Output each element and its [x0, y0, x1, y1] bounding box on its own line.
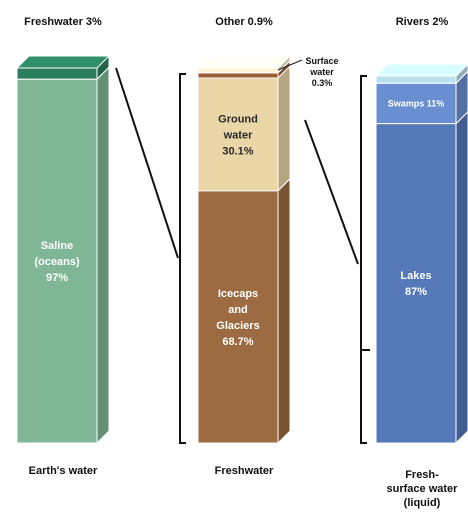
segment-side-saline-oceans: [96, 66, 110, 445]
bracket-freshwater: [179, 73, 186, 444]
bottom-label-2: Fresh-surface water (liquid): [387, 469, 459, 509]
connector-freshwater: [115, 67, 179, 259]
segment-side-lakes: [455, 111, 468, 445]
label-icecaps-and-glaciers: Icecaps and Glaciers 68.7%: [216, 288, 259, 348]
top-label-rivers: Rivers 2%: [396, 16, 449, 28]
top-label-other: Other 0.9%: [215, 16, 273, 28]
segment-top-freshwater: [15, 55, 111, 69]
label-lakes: Lakes 87%: [400, 270, 431, 298]
segment-side-ground-water: [277, 64, 291, 193]
label-swamps: Swamps 11%: [388, 99, 445, 109]
bracket-fresh-surface-water: [360, 75, 367, 444]
segment-side-swamps: [455, 70, 468, 125]
segment-icecaps-and-glaciers: [197, 190, 279, 444]
segment-top-rivers: [374, 63, 468, 77]
pointer-surface-water: [277, 59, 303, 71]
segment-other: [197, 67, 279, 74]
segment-lakes: [375, 123, 457, 444]
segment-top-other: [196, 55, 292, 69]
segment-surface-water: [197, 72, 279, 79]
side-label-surface-water: Surface water 0.3%: [305, 56, 338, 88]
label-saline-oceans: Saline (oceans) 97%: [34, 240, 80, 284]
segment-rivers: [375, 75, 457, 84]
label-ground-water: Ground water 30.1%: [218, 113, 258, 157]
bottom-label-1: Freshwater: [215, 465, 274, 477]
bottom-label-0: Earth's water: [29, 465, 98, 477]
segment-freshwater: [16, 67, 98, 80]
connector-surface-water: [304, 119, 359, 265]
segment-side-icecaps-and-glaciers: [277, 177, 291, 445]
top-label-freshwater: Freshwater 3%: [24, 16, 102, 28]
segment-saline-oceans: [16, 78, 98, 444]
segment-ground-water: [197, 77, 279, 192]
